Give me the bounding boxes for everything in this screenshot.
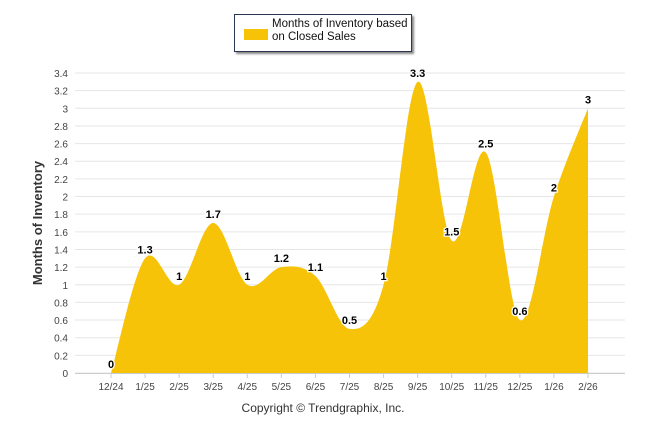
data-label: 0.6 bbox=[512, 306, 527, 318]
data-label: 1.2 bbox=[274, 253, 289, 265]
y-tick-label: 1.6 bbox=[54, 228, 68, 239]
data-label: 1 bbox=[381, 271, 387, 283]
y-tick-label: 2.4 bbox=[54, 157, 68, 168]
legend-label: Months of Inventory based on Closed Sale… bbox=[272, 18, 408, 43]
y-tick-label: 2.6 bbox=[54, 140, 68, 151]
data-label: 1 bbox=[176, 271, 182, 283]
data-label: 2 bbox=[551, 183, 557, 195]
legend-swatch bbox=[244, 29, 268, 40]
x-tick-label: 2/26 bbox=[578, 382, 598, 393]
x-tick-label: 4/25 bbox=[238, 382, 258, 393]
x-tick-label: 5/25 bbox=[272, 382, 292, 393]
y-tick-label: 3 bbox=[62, 104, 68, 115]
y-tick-label: 0.8 bbox=[54, 298, 68, 309]
x-tick-label: 9/25 bbox=[408, 382, 428, 393]
copyright-footer: Copyright © Trendgraphix, Inc. bbox=[241, 401, 405, 415]
x-tick-label: 12/24 bbox=[98, 382, 123, 393]
data-label: 3 bbox=[585, 94, 591, 106]
y-tick-label: 3.4 bbox=[54, 69, 68, 80]
y-tick-label: 1.4 bbox=[54, 245, 68, 256]
x-tick-label: 1/25 bbox=[135, 382, 155, 393]
data-label: 1.7 bbox=[206, 209, 221, 221]
y-tick-label: 1 bbox=[62, 281, 68, 292]
x-tick-label: 8/25 bbox=[374, 382, 394, 393]
y-tick-label: 2 bbox=[62, 193, 68, 204]
data-label: 1 bbox=[244, 271, 250, 283]
x-tick-label: 7/25 bbox=[340, 382, 360, 393]
x-tick-label: 2/25 bbox=[169, 382, 189, 393]
data-label: 1.1 bbox=[308, 262, 323, 274]
legend: Months of Inventory based on Closed Sale… bbox=[234, 14, 412, 52]
x-tick-label: 1/26 bbox=[544, 382, 564, 393]
y-tick-label: 2.2 bbox=[54, 175, 68, 186]
y-tick-label: 0 bbox=[62, 369, 68, 380]
y-tick-label: 1.2 bbox=[54, 263, 68, 274]
data-label: 0.5 bbox=[342, 315, 357, 327]
data-label: 1.3 bbox=[137, 244, 152, 256]
x-tick-label: 12/25 bbox=[507, 382, 532, 393]
y-tick-label: 2.8 bbox=[54, 122, 68, 133]
y-axis-title: Months of Inventory bbox=[30, 160, 45, 285]
y-tick-label: 1.8 bbox=[54, 210, 68, 221]
data-label: 3.3 bbox=[410, 68, 425, 80]
y-tick-label: 3.2 bbox=[54, 87, 68, 98]
y-tick-label: 0.2 bbox=[54, 351, 68, 362]
area-series bbox=[111, 81, 588, 374]
y-tick-label: 0.4 bbox=[54, 334, 68, 345]
x-tick-label: 3/25 bbox=[203, 382, 223, 393]
x-tick-label: 6/25 bbox=[306, 382, 326, 393]
x-tick-label: 11/25 bbox=[474, 382, 499, 393]
data-label: 0 bbox=[108, 359, 114, 371]
data-label: 1.5 bbox=[444, 227, 459, 239]
y-tick-label: 0.6 bbox=[54, 316, 68, 327]
x-tick-label: 10/25 bbox=[439, 382, 464, 393]
data-label: 2.5 bbox=[478, 138, 493, 150]
